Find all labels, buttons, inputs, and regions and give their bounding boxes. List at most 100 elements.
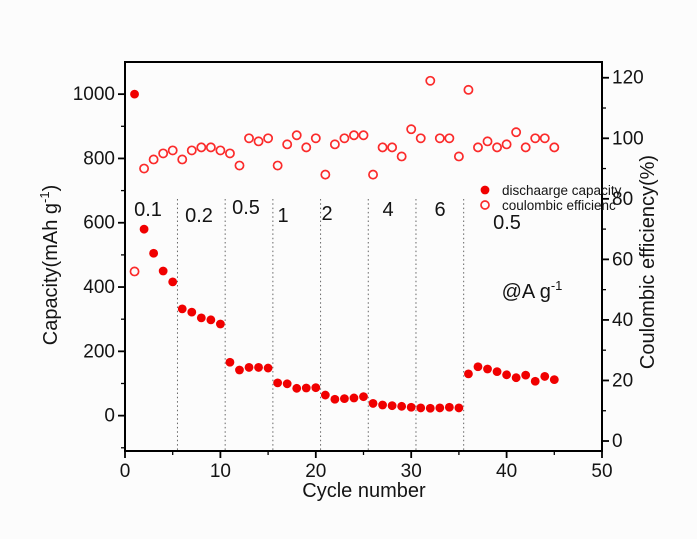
x-tick-label: 0 bbox=[120, 461, 131, 482]
efficiency-point bbox=[434, 133, 445, 144]
x-tick-label: 10 bbox=[210, 461, 231, 482]
efficiency-point bbox=[349, 130, 359, 141]
capacity-point bbox=[177, 304, 187, 314]
left-tick-label: 0 bbox=[104, 406, 115, 427]
capacity-point bbox=[406, 402, 416, 412]
efficiency-point bbox=[368, 169, 378, 180]
efficiency-point bbox=[310, 133, 321, 144]
rate-label: 0.5 bbox=[493, 212, 521, 234]
capacity-point bbox=[444, 402, 454, 412]
x-tick-label: 40 bbox=[496, 461, 517, 482]
efficiency-point bbox=[224, 148, 235, 159]
efficiency-point bbox=[501, 139, 512, 150]
efficiency-point bbox=[129, 266, 140, 277]
capacity-point bbox=[378, 400, 387, 410]
left-tick-label: 800 bbox=[83, 148, 115, 169]
efficiency-point bbox=[244, 133, 254, 144]
efficiency-point bbox=[339, 133, 350, 144]
right-tick-label: 0 bbox=[612, 431, 623, 452]
capacity-point bbox=[330, 394, 340, 404]
rate-label: 4 bbox=[382, 199, 393, 221]
capacity-point bbox=[216, 319, 225, 329]
capacity-point bbox=[254, 363, 263, 372]
capacity-point bbox=[130, 89, 139, 99]
efficiency-point bbox=[511, 127, 522, 138]
capacity-point bbox=[483, 364, 492, 374]
efficiency-point bbox=[473, 142, 483, 153]
efficiency-point bbox=[482, 136, 493, 147]
capacity-point bbox=[425, 403, 435, 413]
efficiency-point bbox=[291, 130, 302, 141]
capacity-point bbox=[502, 370, 511, 380]
capacity-point bbox=[549, 375, 559, 385]
efficiency-point bbox=[492, 142, 503, 153]
efficiency-point bbox=[196, 142, 207, 153]
legend-efficiency-label: coulombic efficienc bbox=[502, 198, 616, 213]
capacity-point bbox=[301, 383, 311, 393]
efficiency-point bbox=[444, 133, 455, 144]
legend-capacity-label: dischaarge capacity bbox=[502, 183, 622, 198]
capacity-point bbox=[521, 370, 531, 380]
y-axis-title-left: Capacity(mAh g-1) bbox=[37, 185, 62, 346]
capacity-point bbox=[225, 357, 235, 367]
right-tick-label: 100 bbox=[612, 128, 644, 149]
efficiency-point bbox=[406, 124, 417, 135]
efficiency-point bbox=[272, 160, 283, 171]
capacity-point bbox=[196, 313, 206, 323]
efficiency-point bbox=[186, 145, 197, 156]
x-axis-title: Cycle number bbox=[302, 480, 426, 502]
right-tick-label: 120 bbox=[612, 68, 644, 89]
efficiency-point bbox=[158, 148, 169, 159]
efficiency-point bbox=[215, 145, 226, 156]
capacity-point bbox=[311, 383, 321, 393]
capacity-point bbox=[235, 365, 244, 375]
capacity-point bbox=[492, 367, 502, 376]
left-tick-label: 400 bbox=[83, 277, 115, 298]
right-tick-label: 80 bbox=[612, 189, 633, 210]
right-tick-label: 60 bbox=[612, 249, 633, 270]
capacity-point bbox=[263, 363, 273, 373]
capacity-point bbox=[435, 403, 445, 413]
efficiency-point bbox=[463, 84, 474, 95]
rate-label: 0.1 bbox=[134, 199, 162, 221]
right-tick-label: 40 bbox=[612, 310, 633, 331]
efficiency-point bbox=[453, 151, 464, 162]
efficiency-point bbox=[263, 133, 274, 144]
capacity-point bbox=[387, 401, 397, 411]
left-tick-label: 1000 bbox=[73, 84, 115, 105]
rate-label: 2 bbox=[321, 203, 332, 225]
capacity-point bbox=[206, 315, 216, 325]
rate-label: 1 bbox=[277, 205, 288, 227]
capacity-point bbox=[273, 378, 283, 388]
capacity-point bbox=[464, 369, 473, 379]
efficiency-point bbox=[549, 142, 560, 153]
capacity-point bbox=[511, 373, 521, 383]
efficiency-point bbox=[234, 160, 245, 171]
capacity-point bbox=[168, 277, 178, 287]
efficiency-point bbox=[539, 133, 550, 144]
capacity-point bbox=[454, 403, 464, 413]
rate-label: 0.5 bbox=[232, 197, 260, 219]
x-tick-label: 30 bbox=[401, 461, 422, 482]
capacity-point bbox=[349, 393, 359, 403]
capacity-point bbox=[149, 248, 159, 258]
capacity-point bbox=[320, 390, 330, 400]
rate-label: 0.2 bbox=[185, 205, 213, 227]
left-tick-label: 600 bbox=[83, 213, 115, 234]
efficiency-point bbox=[148, 154, 159, 165]
rate-label: 6 bbox=[434, 199, 445, 221]
capacity-point bbox=[187, 307, 197, 317]
efficiency-point bbox=[425, 75, 436, 86]
left-tick-label: 200 bbox=[83, 341, 115, 362]
efficiency-point bbox=[282, 139, 293, 150]
efficiency-point bbox=[520, 142, 531, 153]
capacity-point bbox=[416, 403, 426, 413]
capacity-point bbox=[397, 401, 407, 411]
capacity-point bbox=[139, 224, 149, 234]
capacity-point bbox=[540, 372, 550, 381]
efficiency-point bbox=[358, 130, 369, 141]
capacity-point bbox=[359, 392, 368, 402]
